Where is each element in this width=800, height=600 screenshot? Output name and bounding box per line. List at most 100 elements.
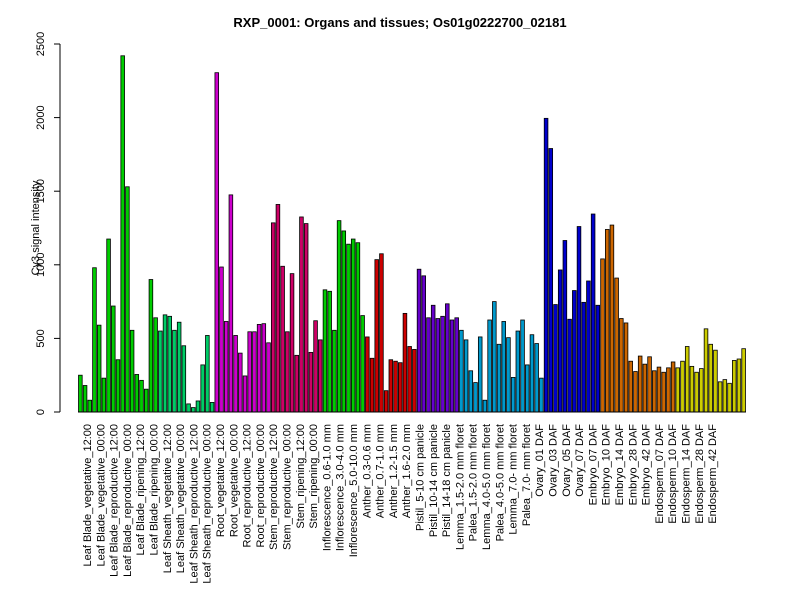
- bar: [506, 337, 511, 413]
- category-label: Lemma_1.5-2.0 mm floret: [454, 424, 466, 550]
- bar: [675, 367, 681, 413]
- y-axis-label: Cy3 signal intensity: [30, 180, 42, 275]
- category-label: Palea_7.0- mm floret: [521, 424, 533, 526]
- bar: [78, 374, 83, 413]
- category-label: Leaf Blade_reproductive_12:00: [109, 424, 121, 577]
- bar: [350, 238, 356, 413]
- category-label: Ovary_05 DAF: [561, 424, 573, 497]
- bar: [430, 304, 436, 413]
- bar: [529, 334, 535, 413]
- bar: [717, 381, 723, 413]
- bar: [233, 335, 238, 413]
- bar: [101, 377, 107, 413]
- bar: [412, 349, 417, 413]
- category-label: Leaf Sheath_reproductive_12:00: [188, 424, 200, 584]
- bar: [270, 222, 276, 413]
- y-tick-label: 0: [35, 409, 47, 415]
- category-label: Root_vegetative_00:00: [228, 424, 240, 537]
- bar: [732, 360, 737, 413]
- bar: [492, 301, 497, 413]
- bar: [383, 390, 389, 413]
- bar: [703, 328, 709, 413]
- bar: [637, 355, 643, 413]
- bar: [454, 317, 459, 413]
- category-label: Lemma_4.0-5.0 mm floret: [481, 424, 493, 550]
- bar: [360, 315, 365, 413]
- bar: [525, 364, 530, 413]
- bar: [125, 186, 130, 413]
- bar: [355, 242, 361, 413]
- bar: [336, 220, 342, 413]
- chart-title: RXP_0001: Organs and tissues; Os01g02227…: [233, 15, 566, 30]
- bar: [242, 375, 248, 413]
- bar: [463, 339, 469, 413]
- bar: [238, 352, 243, 413]
- bar: [473, 382, 478, 413]
- category-label: Ovary_03 DAF: [548, 424, 560, 497]
- bar: [181, 345, 187, 413]
- category-label: Stem_ripening_00:00: [308, 424, 320, 529]
- bar: [195, 400, 201, 413]
- bar: [647, 356, 652, 413]
- category-label: Stem_reproductive_00:00: [282, 424, 294, 550]
- bar: [586, 280, 591, 413]
- bar: [303, 223, 309, 413]
- bar: [148, 279, 154, 413]
- bar: [266, 342, 271, 413]
- category-label: Endosperm_14 DAF: [681, 424, 693, 524]
- category-label: Leaf Sheath_vegetative_12:00: [162, 424, 174, 573]
- bar: [219, 266, 224, 413]
- y-tick-label: 2500: [35, 32, 47, 56]
- bar: [87, 399, 93, 413]
- category-label: Anther_0.3-0.6 mm: [361, 424, 373, 518]
- category-label: Embryo_07 DAF: [587, 424, 599, 506]
- y-tick-label: 1500: [35, 179, 47, 203]
- bar: [256, 324, 262, 413]
- bar: [628, 360, 633, 413]
- bar: [543, 117, 549, 413]
- category-label: Leaf Blade_ripening_00:00: [149, 424, 161, 556]
- category-label: Endosperm_42 DAF: [707, 424, 719, 524]
- bar: [186, 403, 191, 413]
- bar: [633, 371, 638, 413]
- bar: [327, 290, 332, 413]
- bar: [520, 319, 525, 413]
- bar: [515, 330, 521, 413]
- category-label: Embryo_28 DAF: [627, 424, 639, 506]
- bar: [191, 407, 196, 413]
- category-label: Leaf Blade_vegetative_12:00: [82, 424, 94, 567]
- y-tick-label: 1000: [35, 253, 47, 277]
- category-label: Leaf Blade_vegetative_00:00: [95, 424, 107, 567]
- bar: [600, 258, 605, 413]
- category-label: Leaf Blade_ripening_12:00: [135, 424, 147, 556]
- bar: [369, 357, 375, 413]
- bar: [449, 319, 455, 413]
- bar: [176, 321, 182, 413]
- bar: [459, 329, 464, 413]
- bar: [708, 343, 713, 413]
- category-label: Pistil_10-14 cm panicle: [428, 424, 440, 537]
- bar: [680, 360, 685, 413]
- bar: [619, 318, 624, 413]
- bar: [642, 363, 648, 413]
- bar: [595, 304, 601, 413]
- category-label: Anther_1.2-1.5 mm: [388, 424, 400, 518]
- category-label: Stem_reproductive_12:00: [268, 424, 280, 550]
- category-label: Embryo_14 DAF: [614, 424, 626, 506]
- bar: [172, 329, 177, 413]
- bar: [440, 315, 445, 413]
- bar: [162, 314, 168, 413]
- y-tick-label: 500: [35, 329, 47, 347]
- bar: [106, 238, 111, 413]
- bar: [115, 359, 121, 413]
- category-label: Anther_0.7-1.0 mm: [375, 424, 387, 518]
- bar: [581, 301, 586, 413]
- bar: [426, 317, 431, 413]
- bar: [167, 315, 172, 413]
- category-label: Lemma_7.0- mm floret: [508, 424, 520, 535]
- category-label: Endosperm_10 DAF: [667, 424, 679, 524]
- category-label: Root_reproductive_12:00: [242, 424, 254, 548]
- bar: [247, 331, 252, 413]
- bar: [289, 273, 295, 413]
